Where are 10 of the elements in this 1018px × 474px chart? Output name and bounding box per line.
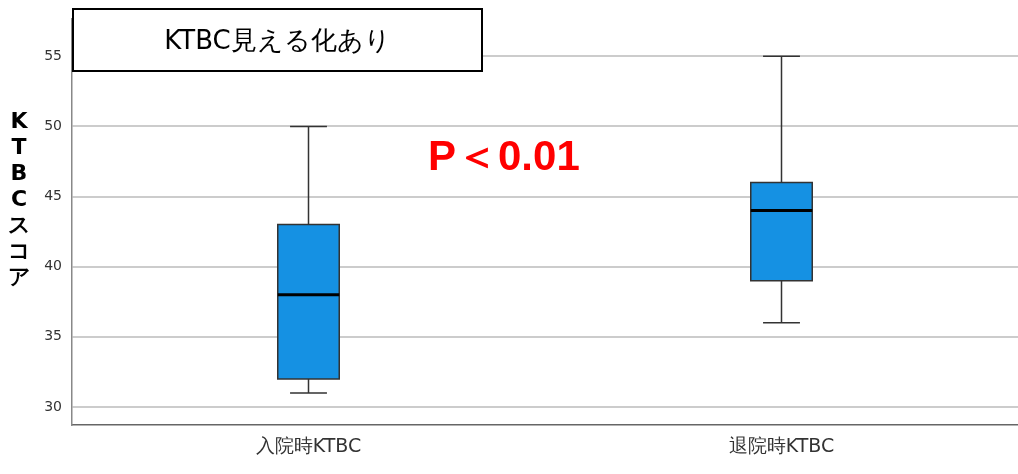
y-tick-label: 45 (44, 187, 62, 204)
y-tick-label: 35 (44, 327, 62, 344)
x-tick-label: 退院時KTBC (728, 433, 835, 456)
x-tick-label: 入院時KTBC (255, 433, 362, 456)
y-tick-label: 50 (44, 117, 62, 134)
annotation: P＜0.01 (428, 131, 580, 181)
y-axis-title: KTBCスコア (6, 108, 32, 290)
y-tick-label: 30 (44, 397, 62, 414)
y-tick-label: 55 (44, 46, 62, 63)
y-tick-label: 40 (44, 257, 62, 274)
